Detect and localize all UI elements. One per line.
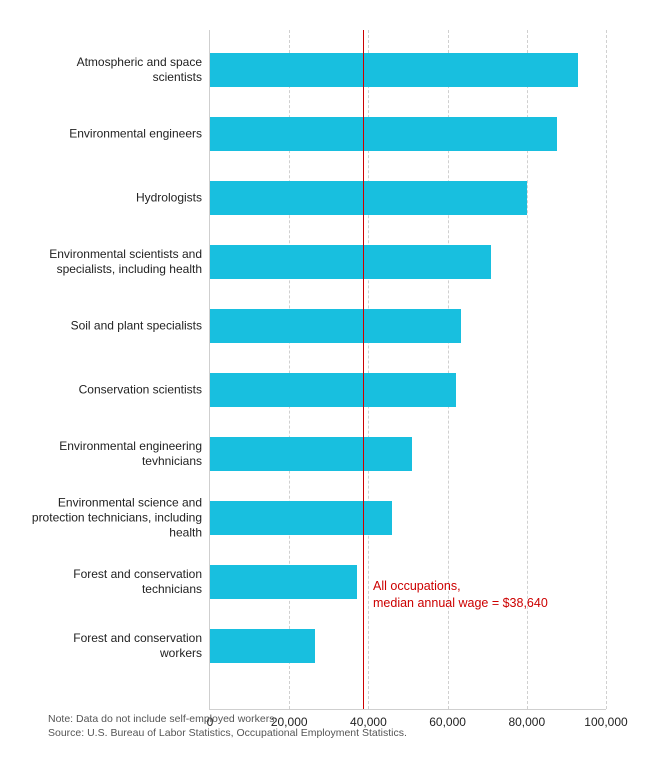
x-tick-label: 60,000 [429,715,466,729]
bar [210,309,461,343]
median-annotation: All occupations,median annual wage = $38… [373,578,548,612]
chart-footnote: Note: Data do not include self-employed … [48,712,407,740]
bar-row: Conservation scientists [210,358,606,422]
bar [210,565,357,599]
bar-row: Atmospheric and space scientists [210,38,606,102]
bar [210,437,412,471]
median-annotation-line2: median annual wage = $38,640 [373,595,548,612]
bar-row: Environmental engineers [210,102,606,166]
gridline [606,30,607,709]
bar-row: Hydrologists [210,166,606,230]
bar-row: Soil and plant specialists [210,294,606,358]
bar-row: Environmental scientists and specialists… [210,230,606,294]
bar [210,245,491,279]
median-reference-line [363,30,364,709]
footnote-source: Source: U.S. Bureau of Labor Statistics,… [48,726,407,740]
plot-area: 020,00040,00060,00080,000100,000Atmosphe… [209,30,606,710]
category-label: Environmental engineering tevhnicians [30,439,210,469]
bar [210,629,315,663]
category-label: Environmental science and protection tec… [30,496,210,541]
category-label: Environmental scientists and specialists… [30,247,210,277]
bar-row: Forest and conservation workers [210,614,606,678]
bar [210,181,527,215]
bar [210,117,557,151]
category-label: Forest and conservation technicians [30,567,210,597]
x-tick-label: 100,000 [584,715,627,729]
category-label: Atmospheric and space scientists [30,55,210,85]
bar-row: Environmental science and protection tec… [210,486,606,550]
x-tick-label: 80,000 [508,715,545,729]
wage-bar-chart: 020,00040,00060,00080,000100,000Atmosphe… [24,20,626,748]
bar-row: Environmental engineering tevhnicians [210,422,606,486]
footnote-note: Note: Data do not include self-employed … [48,712,407,726]
category-label: Hydrologists [30,191,210,206]
bar [210,53,578,87]
category-label: Soil and plant specialists [30,319,210,334]
bar [210,501,392,535]
category-label: Conservation scientists [30,383,210,398]
category-label: Forest and conservation workers [30,631,210,661]
median-annotation-line1: All occupations, [373,578,548,595]
bar [210,373,456,407]
category-label: Environmental engineers [30,127,210,142]
